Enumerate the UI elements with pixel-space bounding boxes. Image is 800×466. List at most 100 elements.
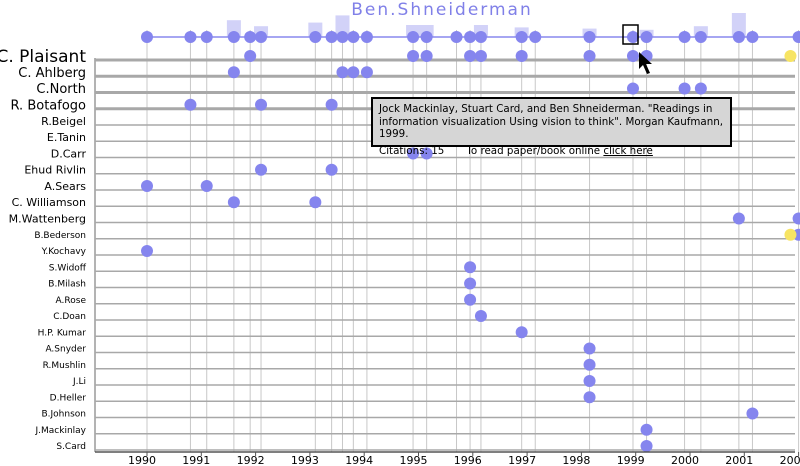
coauthor-publication-dot[interactable] xyxy=(583,375,596,387)
focus-publication-dot[interactable] xyxy=(244,31,257,43)
coauthor-publication-dot[interactable] xyxy=(464,261,477,274)
coauthor-publication-dot[interactable] xyxy=(464,293,477,306)
selected-publication-marker[interactable] xyxy=(622,24,639,45)
coauthor-publication-dot[interactable] xyxy=(255,98,268,111)
coauthor-name[interactable]: B.Bederson xyxy=(34,231,86,241)
focus-publication-dot[interactable] xyxy=(325,31,338,43)
focus-publication-dot[interactable] xyxy=(694,31,707,43)
coauthor-name[interactable]: Y.Kochavy xyxy=(41,247,87,257)
coauthor-name[interactable]: R.Mushlin xyxy=(43,361,86,371)
coauthor-name[interactable]: M.Wattenberg xyxy=(9,212,86,225)
coauthor-name[interactable]: S.Card xyxy=(56,442,86,452)
coauthor-publication-dot[interactable] xyxy=(515,50,528,62)
focus-publication-dot[interactable] xyxy=(200,31,213,43)
coauthor-publication-dot[interactable] xyxy=(732,212,745,225)
coauthor-name[interactable]: A.Sears xyxy=(44,180,86,193)
coauthor-name[interactable]: B.Johnson xyxy=(41,410,86,420)
focus-author-row xyxy=(141,31,800,43)
coauthor-publication-dot[interactable] xyxy=(407,147,420,160)
coauthor-name[interactable]: S.Widoff xyxy=(49,263,87,273)
focus-publication-dot[interactable] xyxy=(407,31,420,43)
coauthor-name[interactable]: C. Ahlberg xyxy=(18,66,86,81)
coauthor-name[interactable]: B.Milash xyxy=(48,280,86,290)
coauthor-publication-dot[interactable] xyxy=(464,50,477,62)
coauthor-name[interactable]: D.Heller xyxy=(50,393,87,403)
coauthor-publication-dot[interactable] xyxy=(626,82,639,95)
focus-publication-dot[interactable] xyxy=(529,31,542,43)
pending-publication-dot[interactable] xyxy=(784,50,797,62)
coauthor-publication-dot[interactable] xyxy=(694,82,707,95)
focus-publication-dot[interactable] xyxy=(746,31,759,43)
coauthor-publication-dot[interactable] xyxy=(325,98,338,111)
coauthor-publication-dot[interactable] xyxy=(360,66,373,79)
coauthor-name[interactable]: Ehud Rivlin xyxy=(24,164,86,177)
coauthor-name[interactable]: R.Beigel xyxy=(41,115,86,128)
coauthor-publication-dot[interactable] xyxy=(309,196,322,209)
coauthor-name[interactable]: C. Plaisant xyxy=(0,47,86,67)
focus-publication-dot[interactable] xyxy=(255,31,268,43)
focus-publication-dot[interactable] xyxy=(678,31,691,43)
coauthor-name[interactable]: J.Li xyxy=(72,377,86,387)
coauthor-publication-dot[interactable] xyxy=(227,66,240,79)
coauthor-publication-dot[interactable] xyxy=(420,147,433,160)
focus-publication-dot[interactable] xyxy=(450,31,463,43)
coauthor-name[interactable]: C. Williamson xyxy=(12,196,86,209)
coauthor-publication-dot[interactable] xyxy=(141,245,153,257)
focus-publication-dot[interactable] xyxy=(474,31,487,43)
focus-publication-dot[interactable] xyxy=(626,31,639,43)
coauthor-publication-dot[interactable] xyxy=(474,50,487,62)
coauthor-publication-dot[interactable] xyxy=(255,163,268,176)
focus-publication-dot[interactable] xyxy=(420,31,433,43)
coauthor-publication-dot[interactable] xyxy=(583,391,596,404)
coauthor-publication-dot[interactable] xyxy=(336,66,349,79)
coauthor-publication-dot[interactable] xyxy=(746,407,759,420)
focus-publication-dot[interactable] xyxy=(640,31,653,43)
focus-publication-dot[interactable] xyxy=(515,31,528,43)
focus-publication-dot[interactable] xyxy=(336,31,349,43)
coauthor-publication-dot[interactable] xyxy=(583,358,596,371)
coauthor-name[interactable]: C.North xyxy=(36,82,86,97)
focus-publication-dot[interactable] xyxy=(184,31,197,43)
coauthor-name[interactable]: H.P. Kumar xyxy=(38,328,87,338)
focus-publication-dot[interactable] xyxy=(227,31,240,43)
coauthor-name[interactable]: R. Botafogo xyxy=(10,98,86,113)
year-axis: 1990 1991 1992 1993 1994 1995 1996 1997 1998 1999… xyxy=(95,451,800,466)
coauthor-name[interactable]: J.Mackinlay xyxy=(34,426,86,436)
coauthor-name[interactable]: A.Snyder xyxy=(45,345,86,355)
focus-publication-dot[interactable] xyxy=(583,31,596,43)
click-here-link[interactable]: click here xyxy=(603,144,653,157)
focus-publication-dot[interactable] xyxy=(347,31,360,43)
coauthor-publication-dot[interactable] xyxy=(583,342,596,355)
coauthor-publication-dot[interactable] xyxy=(626,50,639,62)
coauthor-name[interactable]: D.Carr xyxy=(51,147,87,160)
coauthor-publication-dot[interactable] xyxy=(640,440,653,452)
coauthor-publication-dot[interactable] xyxy=(347,66,360,79)
pending-publication-dot[interactable] xyxy=(784,228,797,241)
focus-publication-dot[interactable] xyxy=(732,31,745,43)
focus-publication-dot[interactable] xyxy=(141,31,153,43)
coauthor-publication-dot[interactable] xyxy=(515,326,528,339)
coauthor-publication-dot[interactable] xyxy=(244,50,257,62)
coauthor-publication-dot[interactable] xyxy=(464,277,477,290)
coauthor-publication-dot[interactable] xyxy=(792,212,800,225)
coauthor-name[interactable]: E.Tanin xyxy=(47,131,86,144)
coauthor-publication-dot[interactable] xyxy=(325,163,338,176)
focus-publication-dot[interactable] xyxy=(309,31,322,43)
coauthor-publication-dot[interactable] xyxy=(678,82,691,95)
coauthor-name[interactable]: A.Rose xyxy=(56,296,87,306)
coauthor-publication-dot[interactable] xyxy=(583,50,596,62)
focus-publication-dot[interactable] xyxy=(792,31,800,43)
coauthor-publication-dot[interactable] xyxy=(640,423,653,436)
coauthor-publication-dot[interactable] xyxy=(141,180,153,192)
coauthor-publication-dot[interactable] xyxy=(184,98,197,111)
coauthor-publication-dot[interactable] xyxy=(227,196,240,209)
coauthor-publication-dot[interactable] xyxy=(200,180,213,192)
coauthor-publication-dot[interactable] xyxy=(474,310,487,322)
coauthor-publication-dot[interactable] xyxy=(407,50,420,62)
focus-publication-dot[interactable] xyxy=(360,31,373,43)
coauthor-name[interactable]: C.Doan xyxy=(53,312,86,322)
coauthor-publication-dot[interactable] xyxy=(420,50,433,62)
focus-publication-dot[interactable] xyxy=(464,31,477,43)
